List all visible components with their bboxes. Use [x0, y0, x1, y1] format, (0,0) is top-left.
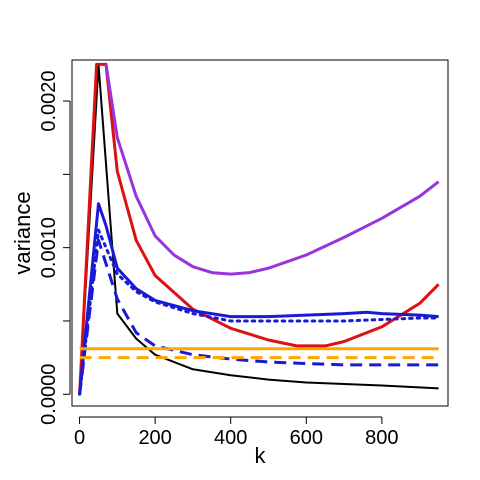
- x-axis-label: k: [255, 443, 267, 468]
- series-layer: [78, 62, 441, 396]
- series-line-5: [78, 228, 441, 396]
- x-tick-label: 0: [74, 427, 85, 449]
- series-line-6: [78, 238, 439, 395]
- y-axis-label: variance: [10, 191, 35, 274]
- series-line-2: [78, 62, 440, 395]
- y-tick-label: 0.0000: [38, 364, 60, 425]
- series-line-4: [78, 202, 439, 395]
- axis-layer: 0 200 400 600 800 0.0000 0.0010 0.0020: [38, 70, 399, 449]
- x-tick-label: 600: [290, 427, 323, 449]
- x-tick-label: 200: [138, 427, 171, 449]
- y-tick-label: 0.0020: [38, 70, 60, 131]
- x-tick-label: 400: [214, 427, 247, 449]
- y-tick-label: 0.0010: [38, 217, 60, 278]
- series-line-3: [104, 64, 440, 276]
- x-tick-label: 800: [365, 427, 398, 449]
- plot-frame: [71, 59, 449, 407]
- series-line-1: [78, 63, 439, 395]
